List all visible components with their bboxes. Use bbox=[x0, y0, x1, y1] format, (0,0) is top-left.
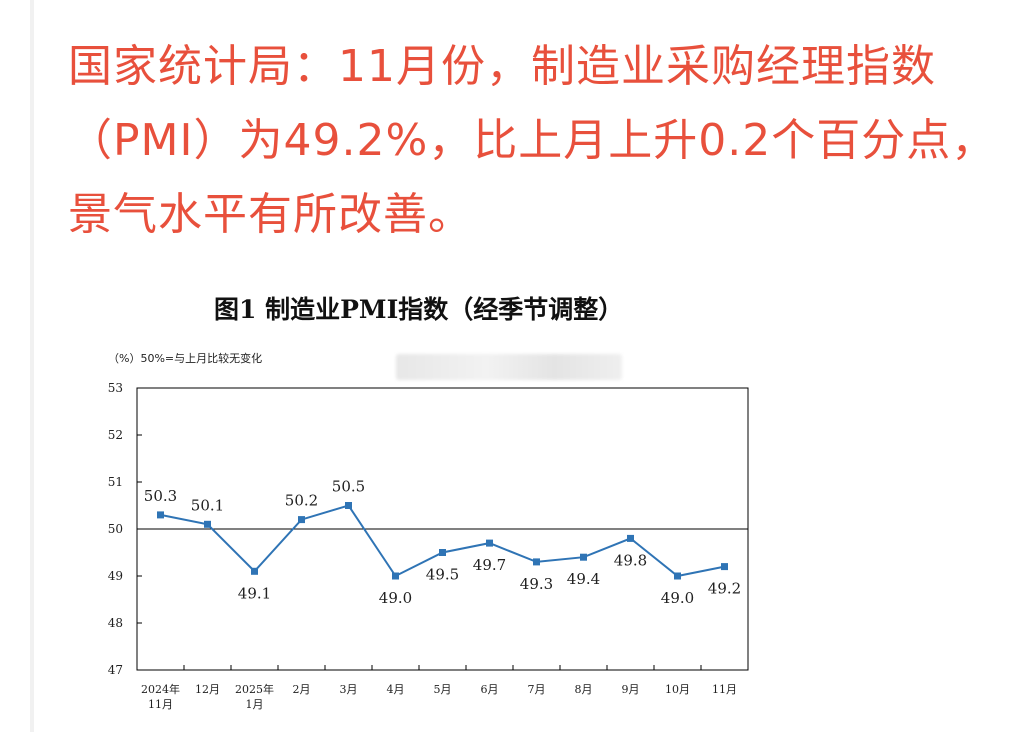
data-point bbox=[439, 549, 446, 556]
data-label: 49.5 bbox=[426, 566, 459, 584]
x-tick-label: 2024年 bbox=[141, 682, 180, 696]
x-tick-label: 10月 bbox=[665, 683, 690, 696]
x-tick-label: 6月 bbox=[481, 683, 499, 696]
chart-title: 图1 制造业PMI指数（经季节调整） bbox=[214, 295, 624, 324]
x-tick-label: 4月 bbox=[387, 683, 405, 696]
data-point bbox=[580, 553, 587, 561]
data-point bbox=[392, 572, 399, 580]
data-label: 50.5 bbox=[332, 478, 365, 496]
y-tick-label: 47 bbox=[108, 663, 123, 677]
x-tick-label: 9月 bbox=[622, 683, 640, 696]
y-tick-label: 53 bbox=[108, 381, 123, 395]
x-tick-label: 11月 bbox=[148, 698, 173, 711]
x-tick-label: 8月 bbox=[575, 683, 593, 696]
data-point bbox=[204, 520, 211, 528]
data-point bbox=[627, 534, 634, 542]
x-tick-label: 1月 bbox=[246, 698, 264, 711]
data-point bbox=[251, 567, 258, 575]
chart-unit-note: （%）50%=与上月比较无变化 bbox=[108, 352, 263, 365]
data-label: 50.3 bbox=[144, 487, 177, 505]
data-point bbox=[345, 502, 352, 509]
page-left-rule bbox=[30, 0, 34, 732]
data-label: 50.2 bbox=[285, 492, 318, 510]
data-label: 49.7 bbox=[473, 556, 506, 574]
x-tick-label: 11月 bbox=[712, 683, 737, 696]
data-point bbox=[486, 539, 493, 547]
x-tick-label: 5月 bbox=[434, 683, 452, 696]
headline-line-1: 国家统计局：11月份，制造业采购经理指数 bbox=[68, 41, 936, 92]
y-tick-label: 52 bbox=[108, 428, 123, 442]
headline-line-3: 景气水平有所改善。 bbox=[68, 189, 473, 240]
y-tick-label: 49 bbox=[108, 569, 123, 583]
x-tick-label: 2025年 bbox=[235, 682, 274, 696]
data-point bbox=[721, 563, 728, 571]
data-label: 49.0 bbox=[661, 589, 694, 607]
headline-line-2: （PMI）为49.2%，比上月上升0.2个百分点， bbox=[68, 115, 997, 166]
x-tick-label: 3月 bbox=[340, 683, 358, 696]
data-point bbox=[298, 516, 305, 524]
x-tick-label: 12月 bbox=[195, 683, 220, 696]
watermark-blur bbox=[396, 354, 622, 380]
y-tick-label: 50 bbox=[108, 522, 123, 536]
headline: 国家统计局：11月份，制造业采购经理指数 （PMI）为49.2%，比上月上升0.… bbox=[68, 30, 997, 252]
data-point bbox=[157, 511, 164, 519]
data-label: 49.4 bbox=[567, 570, 600, 588]
data-point bbox=[674, 572, 681, 580]
x-tick-label: 7月 bbox=[528, 683, 546, 696]
y-tick-label: 48 bbox=[108, 616, 123, 630]
data-label: 49.3 bbox=[520, 575, 553, 593]
x-tick-label: 2月 bbox=[293, 683, 311, 696]
data-label: 49.2 bbox=[708, 580, 741, 598]
data-label: 49.1 bbox=[238, 584, 271, 602]
data-label: 50.1 bbox=[191, 496, 224, 514]
data-label: 49.0 bbox=[379, 589, 412, 607]
y-tick-label: 51 bbox=[108, 475, 123, 489]
data-point bbox=[533, 558, 540, 566]
data-label: 49.8 bbox=[614, 551, 647, 569]
